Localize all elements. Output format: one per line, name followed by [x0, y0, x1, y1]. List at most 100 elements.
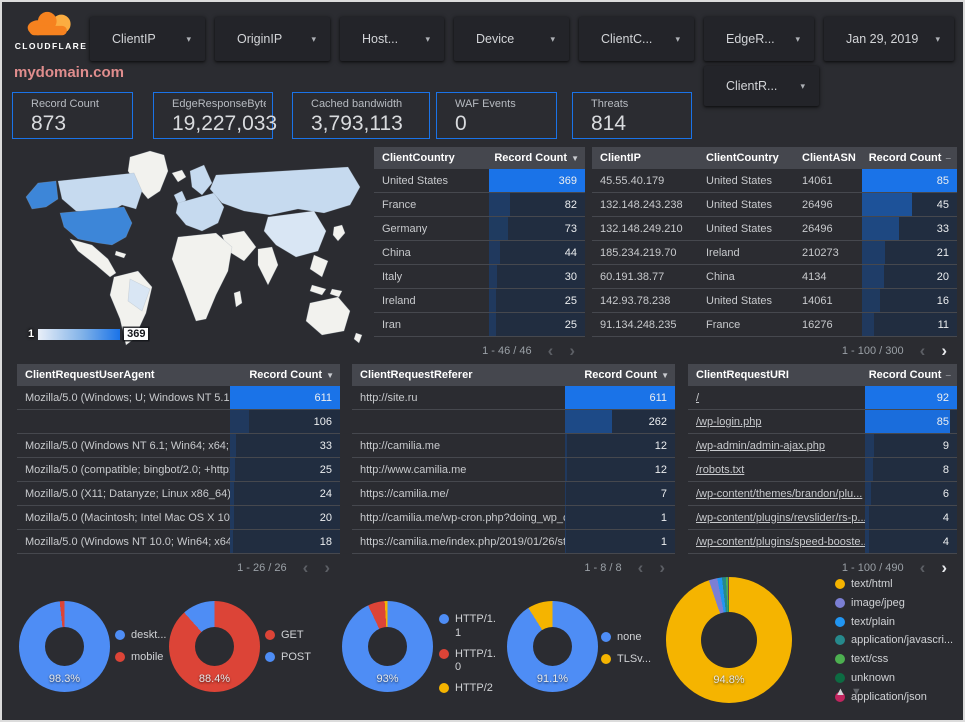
table-row[interactable]: Mozilla/5.0 (Windows NT 10.0; Win64; x64…: [17, 530, 340, 554]
table-row[interactable]: /wp-login.php 85: [688, 410, 957, 434]
table-row[interactable]: http://www.camilia.me 12: [352, 458, 675, 482]
table-row[interactable]: Mozilla/5.0 (X11; Datanyze; Linux x86_64…: [17, 482, 340, 506]
table-row[interactable]: United States 369: [374, 169, 585, 193]
table-row[interactable]: France 82: [374, 193, 585, 217]
legend-item[interactable]: text/css: [835, 653, 961, 667]
pagination-prev-icon[interactable]: ‹: [302, 558, 309, 577]
table-row[interactable]: http://site.ru 611: [352, 386, 675, 410]
legend-item[interactable]: application/json: [835, 691, 961, 705]
filter-chip-clientr[interactable]: ClientR... ▾: [704, 66, 819, 106]
uri-link[interactable]: /wp-content/plugins/speed-booste...: [696, 535, 865, 548]
table-row[interactable]: Mozilla/5.0 (Windows; U; Windows NT 5.1;…: [17, 386, 340, 410]
filter-chip-host[interactable]: Host... ▾: [340, 17, 444, 61]
table-row[interactable]: /wp-content/themes/brandon/plu... 6: [688, 482, 957, 506]
legend-scroll-down-icon[interactable]: ▼: [850, 686, 862, 698]
table-row[interactable]: / 92: [688, 386, 957, 410]
filter-chip-jan-29-2019[interactable]: Jan 29, 2019 ▾: [824, 17, 954, 61]
uri-link[interactable]: /robots.txt: [696, 463, 745, 476]
donut-request-method[interactable]: 88.4%: [169, 601, 260, 692]
table-row[interactable]: Mozilla/5.0 (Windows NT 6.1; Win64; x64;…: [17, 434, 340, 458]
uri-link[interactable]: /: [696, 391, 700, 404]
column-header[interactable]: Record Count ▼: [565, 369, 675, 381]
filter-chip-originip[interactable]: OriginIP ▾: [215, 17, 330, 61]
sort-icon[interactable]: ▼: [326, 370, 334, 380]
filter-chip-clientc[interactable]: ClientC... ▾: [579, 17, 694, 61]
legend-item[interactable]: none: [601, 631, 651, 645]
sort-icon[interactable]: –: [945, 369, 951, 381]
legend-item[interactable]: HTTP/1.0: [439, 648, 499, 676]
legend-item[interactable]: GET: [265, 629, 311, 643]
table-row[interactable]: Iran 25: [374, 313, 585, 337]
sort-icon[interactable]: ▼: [661, 370, 669, 380]
table-row[interactable]: https://camilia.me/index.php/2019/01/26/…: [352, 530, 675, 554]
table-row[interactable]: /wp-content/plugins/speed-booste... 4: [688, 530, 957, 554]
legend-item[interactable]: HTTP/1.1: [439, 613, 499, 641]
table-row[interactable]: 132.148.249.210 United States 26496 33: [592, 217, 957, 241]
table-row[interactable]: 60.191.38.77 China 4134 20: [592, 265, 957, 289]
legend-item[interactable]: HTTP/2: [439, 682, 499, 696]
table-row[interactable]: Italy 30: [374, 265, 585, 289]
column-header[interactable]: Record Count –: [862, 152, 957, 164]
table-row[interactable]: /robots.txt 8: [688, 458, 957, 482]
table-row[interactable]: http://camilia.me 12: [352, 434, 675, 458]
table-row[interactable]: 185.234.219.70 Ireland 210273 21: [592, 241, 957, 265]
column-header[interactable]: ClientRequestReferer: [352, 369, 565, 381]
column-header[interactable]: ClientASN: [794, 152, 862, 164]
table-row[interactable]: 132.148.243.238 United States 26496 45: [592, 193, 957, 217]
column-header[interactable]: ClientCountry: [698, 152, 794, 164]
pagination-next-icon[interactable]: ›: [659, 558, 665, 577]
legend-item[interactable]: POST: [265, 651, 311, 665]
pagination-next-icon[interactable]: ›: [324, 558, 330, 577]
pagination-prev-icon[interactable]: ‹: [637, 558, 644, 577]
legend-item[interactable]: text/plain: [835, 616, 961, 630]
pagination-prev-icon[interactable]: ‹: [919, 558, 926, 577]
legend-item[interactable]: image/jpeg: [835, 597, 961, 611]
pagination-next-icon[interactable]: ›: [941, 341, 947, 360]
table-row[interactable]: Mozilla/5.0 (Macintosh; Intel Mac OS X 1…: [17, 506, 340, 530]
column-header[interactable]: ClientRequestUserAgent: [17, 369, 230, 381]
pagination-next-icon[interactable]: ›: [569, 341, 575, 360]
uri-link[interactable]: /wp-content/themes/brandon/plu...: [696, 487, 863, 500]
table-row[interactable]: 91.134.248.235 France 16276 11: [592, 313, 957, 337]
column-header[interactable]: Record Count ▼: [230, 369, 340, 381]
column-header[interactable]: Record Count –: [865, 369, 957, 381]
column-header[interactable]: ClientIP: [592, 152, 698, 164]
uri-link[interactable]: /wp-content/plugins/revslider/rs-p...: [696, 511, 865, 524]
sort-icon[interactable]: –: [945, 152, 951, 164]
legend-item[interactable]: application/javascri...: [835, 634, 961, 648]
legend-scroll-up-icon[interactable]: ▲: [835, 686, 846, 698]
legend-item[interactable]: unknown: [835, 672, 961, 686]
donut-ssl-protocol[interactable]: 91.1%: [507, 601, 598, 692]
table-row[interactable]: Germany 73: [374, 217, 585, 241]
filter-chip-clientip[interactable]: ClientIP ▾: [90, 17, 205, 61]
legend-item[interactable]: mobile: [115, 651, 166, 665]
pagination-prev-icon[interactable]: ‹: [547, 341, 554, 360]
donut-http-protocol[interactable]: 93%: [342, 601, 433, 692]
table-row[interactable]: Ireland 25: [374, 289, 585, 313]
column-header[interactable]: ClientRequestURI: [688, 369, 865, 381]
table-row[interactable]: China 44: [374, 241, 585, 265]
sort-icon[interactable]: ▼: [571, 153, 579, 163]
legend-item[interactable]: deskt...: [115, 629, 166, 643]
filter-chip-edger[interactable]: EdgeR... ▾: [704, 17, 814, 61]
column-header[interactable]: Record Count ▼: [489, 152, 585, 164]
donut-device-type[interactable]: 98.3%: [19, 601, 110, 692]
table-row[interactable]: 106: [17, 410, 340, 434]
table-row[interactable]: 142.93.78.238 United States 14061 16: [592, 289, 957, 313]
table-row[interactable]: 45.55.40.179 United States 14061 85: [592, 169, 957, 193]
table-row[interactable]: 262: [352, 410, 675, 434]
table-row[interactable]: https://camilia.me/7: [352, 482, 675, 506]
column-header[interactable]: ClientCountry: [374, 152, 489, 164]
legend-item[interactable]: text/html: [835, 578, 961, 592]
pagination-prev-icon[interactable]: ‹: [919, 341, 926, 360]
table-row[interactable]: /wp-content/plugins/revslider/rs-p... 4: [688, 506, 957, 530]
donut-content-type[interactable]: 94.8%: [666, 577, 792, 703]
table-row[interactable]: /wp-admin/admin-ajax.php 9: [688, 434, 957, 458]
world-map[interactable]: [12, 147, 372, 352]
pagination-next-icon[interactable]: ›: [941, 558, 947, 577]
uri-link[interactable]: /wp-admin/admin-ajax.php: [696, 439, 826, 452]
table-row[interactable]: http://camilia.me/wp-cron.php?doing_wp_c…: [352, 506, 675, 530]
uri-link[interactable]: /wp-login.php: [696, 415, 762, 428]
filter-chip-device[interactable]: Device ▾: [454, 17, 569, 61]
geo-map[interactable]: 1 369: [12, 147, 372, 352]
